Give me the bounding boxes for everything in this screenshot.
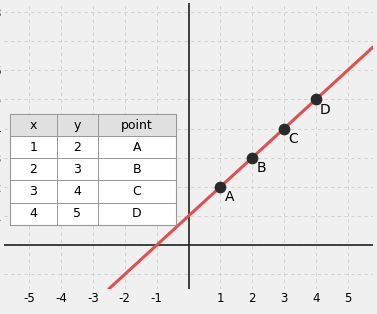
Bar [10,203,57,225]
Bar [98,181,176,203]
Bar [98,114,176,136]
Point [281,126,287,131]
Text: 2: 2 [29,163,37,176]
Bar [10,114,57,136]
Text: 4: 4 [73,185,81,198]
Text: point: point [121,118,153,132]
Bar [98,203,176,225]
Text: 3: 3 [73,163,81,176]
Text: A: A [133,141,141,154]
Bar [10,158,57,181]
Bar [98,158,176,181]
Text: A: A [224,190,234,204]
Text: D: D [132,207,142,220]
Text: B: B [256,161,266,175]
Bar [10,114,176,136]
Bar [57,203,98,225]
Bar [98,136,176,158]
Bar [10,181,57,203]
Text: D: D [320,103,331,117]
Text: 3: 3 [29,185,37,198]
Bar [57,181,98,203]
Bar [10,136,57,158]
Text: y: y [74,118,81,132]
Bar [57,158,98,181]
Text: C: C [288,132,298,146]
Point [249,155,255,160]
Text: x: x [30,118,37,132]
Bar [57,114,98,136]
FancyBboxPatch shape [10,114,176,225]
Text: C: C [132,185,141,198]
Text: 5: 5 [73,207,81,220]
Text: 2: 2 [73,141,81,154]
Text: 1: 1 [29,141,37,154]
Point [313,97,319,102]
Text: B: B [133,163,141,176]
Text: 4: 4 [29,207,37,220]
Bar [57,136,98,158]
Point [217,184,223,189]
